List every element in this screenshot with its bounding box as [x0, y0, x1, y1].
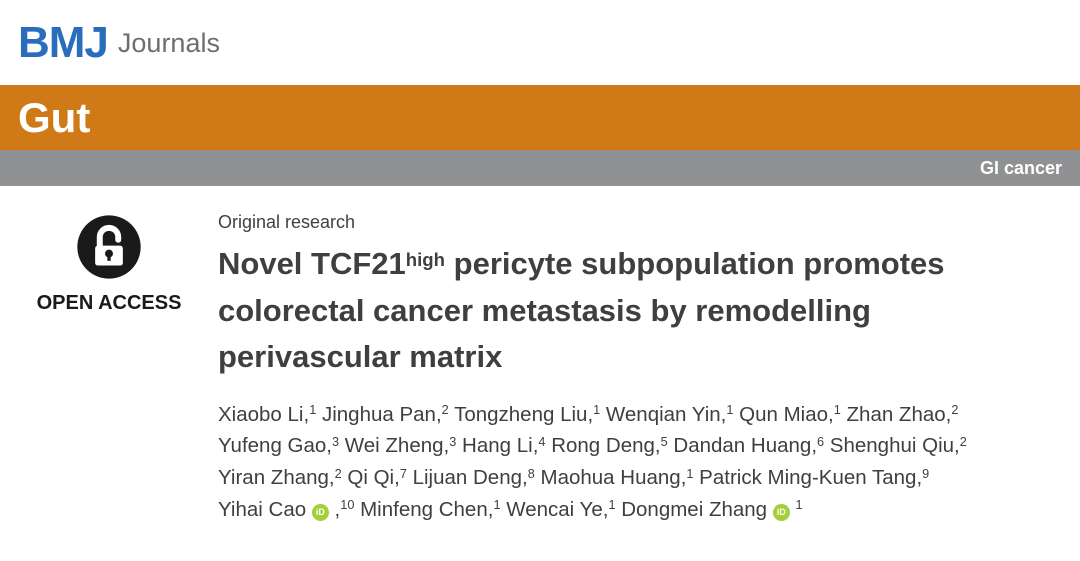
bmj-header: BMJ Journals [0, 0, 1080, 85]
author-affiliation-number: 1 [593, 402, 601, 418]
author: Dongmei Zhang iD 1 [621, 497, 803, 521]
author: Wenqian Yin,1 [605, 402, 734, 426]
author: Qun Miao,1 [739, 402, 841, 426]
author: Shenghui Qiu,2 [829, 433, 967, 458]
author: Lijuan Deng,8 [412, 465, 535, 490]
title-post: pericyte subpopulation promotes colorect… [218, 246, 945, 374]
author-affiliation-number: 1 [795, 497, 803, 513]
author: Qi Qi,7 [347, 465, 407, 490]
author-affiliation-number: 1 [726, 402, 734, 418]
open-access-label: OPEN ACCESS [36, 292, 182, 314]
author: Patrick Ming-Kuen Tang,9 [699, 465, 930, 490]
author-affiliation-number: 2 [441, 402, 449, 418]
journal-banner: Gut [0, 85, 1080, 150]
author-affiliation-number: 5 [660, 433, 668, 449]
author: Minfeng Chen,1 [360, 497, 501, 521]
article-header: OPEN ACCESS Original research Novel TCF2… [0, 186, 1080, 526]
orcid-icon[interactable]: iD [772, 503, 790, 521]
author: Maohua Huang,1 [540, 465, 694, 490]
title-pre: Novel TCF21 [218, 246, 406, 281]
author-affiliation-number: 1 [493, 497, 501, 513]
author-affiliation-number: 1 [686, 465, 694, 481]
author: Hang Li,4 [462, 433, 546, 458]
section-label[interactable]: Original research [218, 212, 356, 232]
open-access-lock-icon [77, 215, 141, 279]
author-affiliation-number: 3 [449, 433, 457, 449]
open-access-badge: OPEN ACCESS [0, 212, 218, 526]
author: Zhan Zhao,2 [846, 402, 959, 426]
author-affiliation-number: 4 [538, 433, 546, 449]
author-affiliation-number: 1 [833, 402, 841, 418]
author: Yiran Zhang,2 [218, 465, 342, 490]
author: Jinghua Pan,2 [321, 402, 449, 426]
author-affiliation-number: 1 [608, 497, 616, 513]
article-text-column: Original research Novel TCF21high pericy… [218, 212, 1080, 526]
orcid-icon[interactable]: iD [311, 503, 329, 521]
author-affiliation-number: 2 [334, 465, 342, 481]
author: Xiaobo Li,1 [218, 402, 317, 426]
bmj-journals-label: Journals [117, 28, 220, 58]
category-strip: GI cancer [0, 150, 1080, 186]
author-affiliation-number: 7 [399, 465, 407, 481]
author-affiliation-number: 10 [340, 497, 355, 513]
author-affiliation-number: 3 [332, 433, 340, 449]
author: Wei Zheng,3 [344, 433, 457, 458]
title-superscript: high [405, 248, 446, 270]
author: Wencai Ye,1 [506, 497, 616, 521]
author-affiliation-number: 2 [959, 433, 967, 449]
bmj-logo[interactable]: BMJ [18, 17, 109, 67]
category-label[interactable]: GI cancer [979, 157, 1062, 178]
article-title: Novel TCF21high pericyte subpopulation p… [218, 241, 1008, 381]
author-list: Xiaobo Li,1 Jinghua Pan,2 Tongzheng Liu,… [218, 399, 1018, 526]
author-affiliation-number: 9 [922, 465, 930, 481]
author-affiliation-number: 6 [817, 433, 825, 449]
journal-name[interactable]: Gut [18, 93, 91, 141]
author: Tongzheng Liu,1 [454, 402, 601, 426]
author-affiliation-number: 1 [309, 402, 317, 418]
author: Dandan Huang,6 [673, 433, 825, 458]
author: Rong Deng,5 [551, 433, 668, 458]
author-affiliation-number: 8 [527, 465, 535, 481]
author: Yufeng Gao,3 [218, 433, 340, 458]
author: Yihai Cao iD ,10 [218, 497, 355, 521]
author-affiliation-number: 2 [951, 402, 959, 418]
